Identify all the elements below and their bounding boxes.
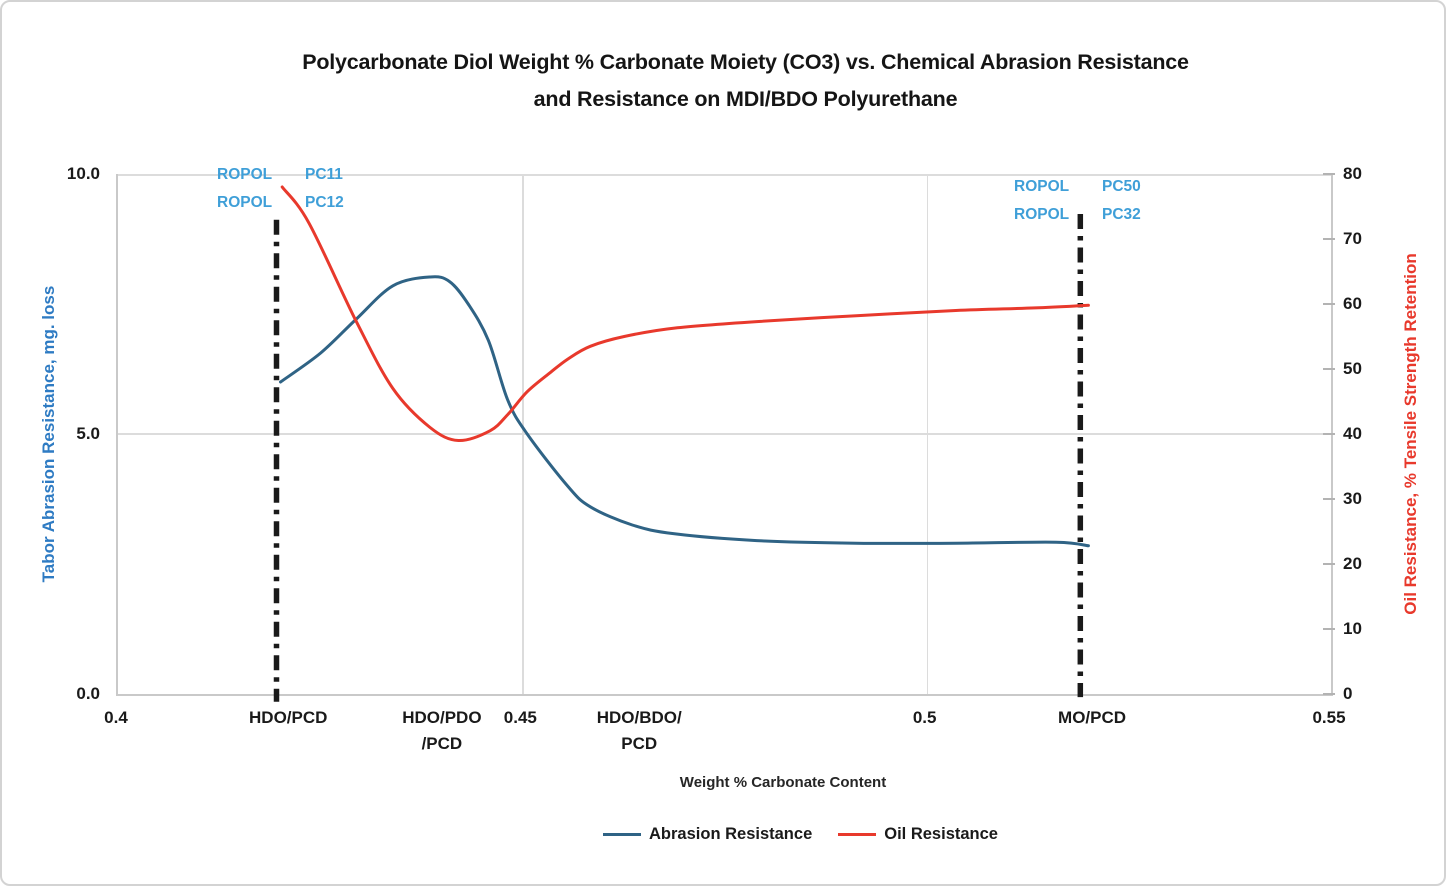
curves-svg (273, 185, 1090, 702)
annotation-row: ROPOL PC32 (1014, 201, 1141, 229)
x-axis-label: 0.55 (1312, 708, 1346, 727)
left-axis-tick-label: 5.0 (76, 424, 100, 443)
left-axis-tick-label: 0.0 (76, 684, 100, 703)
gridline-vertical-045 (522, 174, 524, 694)
legend: Abrasion Resistance Oil Resistance (157, 825, 1444, 844)
plot-area: ROPOL PC11 ROPOL PC12 ROPOL PC50 ROPOL P… (116, 166, 1333, 702)
right-axis-tick-mark (1323, 628, 1335, 630)
x-axis-title: Weight % Carbonate Content (679, 774, 887, 791)
legend-label: Abrasion Resistance (649, 825, 813, 843)
right-axis-tick-label: 10 (1343, 619, 1362, 638)
abrasion-resistance-curve (279, 275, 1090, 548)
right-axis-tick-label: 80 (1343, 164, 1362, 183)
right-axis-tick-label: 60 (1343, 294, 1362, 313)
right-axis-tick-label: 70 (1343, 229, 1362, 248)
legend-item: Abrasion Resistance (603, 825, 812, 844)
gridline-horizontal-5 (118, 433, 1331, 435)
annotation-group-right: ROPOL PC50 ROPOL PC32 (1014, 173, 1141, 229)
annotation-group-left: ROPOL PC11 ROPOL PC12 (217, 161, 344, 217)
x-axis-label: MO/PCD (1058, 708, 1127, 727)
annotation-name: ROPOL (1014, 178, 1070, 195)
left-axis-tick-label: 10.0 (66, 164, 100, 183)
chart-title-line2: and Resistance on MDI/BDO Polyurethane (533, 87, 958, 111)
right-axis-title: Oil Resistance, % Tensile Strength Reten… (1401, 253, 1420, 615)
legend-item: Oil Resistance (838, 825, 998, 844)
chart-title: Polycarbonate Diol Weight % Carbonate Mo… (47, 44, 1444, 118)
annotation-code: PC11 (305, 166, 343, 183)
x-axis-label: HDO/BDO/ PCD (596, 708, 682, 753)
right-axis-tick-label: 30 (1343, 489, 1362, 508)
x-axis-label: HDO/PDO /PCD (402, 708, 482, 753)
right-axis-tick-label: 50 (1343, 359, 1362, 378)
x-axis-label: 0.45 (503, 708, 537, 727)
legend-line-swatch (838, 833, 877, 836)
annotation-row: ROPOL PC11 (217, 161, 344, 189)
right-axis-tick-mark (1323, 173, 1335, 175)
gridline-horizontal-10 (118, 174, 1331, 176)
oil-resistance-curve (280, 185, 1090, 443)
right-axis-tick-mark (1323, 563, 1335, 565)
right-axis-tick-mark (1323, 303, 1335, 305)
right-axis-tick-mark (1323, 693, 1335, 695)
right-axis-tick-label: 0 (1343, 684, 1353, 703)
right-axis-tick-mark (1323, 433, 1335, 435)
annotation-code: PC50 (1102, 178, 1141, 195)
annotation-row: ROPOL PC50 (1014, 173, 1141, 201)
legend-line-swatch (603, 833, 642, 836)
annotation-name: ROPOL (1014, 206, 1070, 223)
annotation-code: PC32 (1102, 206, 1141, 223)
right-axis-tick-mark (1323, 498, 1335, 500)
annotation-name: ROPOL (217, 194, 273, 211)
legend-label: Oil Resistance (884, 825, 998, 843)
gridline-vertical-050 (926, 174, 929, 694)
annotation-name: ROPOL (217, 166, 273, 183)
x-axis-label: 0.4 (104, 708, 128, 727)
annotation-code: PC12 (305, 194, 344, 211)
x-axis-label: HDO/PCD (249, 708, 328, 727)
right-axis-tick-label: 40 (1343, 424, 1362, 443)
x-axis-label: 0.5 (912, 708, 937, 727)
right-axis-tick-label: 20 (1343, 554, 1362, 573)
right-axis-tick-mark (1323, 238, 1335, 240)
chart-title-line1: Polycarbonate Diol Weight % Carbonate Mo… (302, 50, 1189, 74)
annotation-row: ROPOL PC12 (217, 189, 344, 217)
right-axis-tick-mark (1323, 368, 1335, 370)
